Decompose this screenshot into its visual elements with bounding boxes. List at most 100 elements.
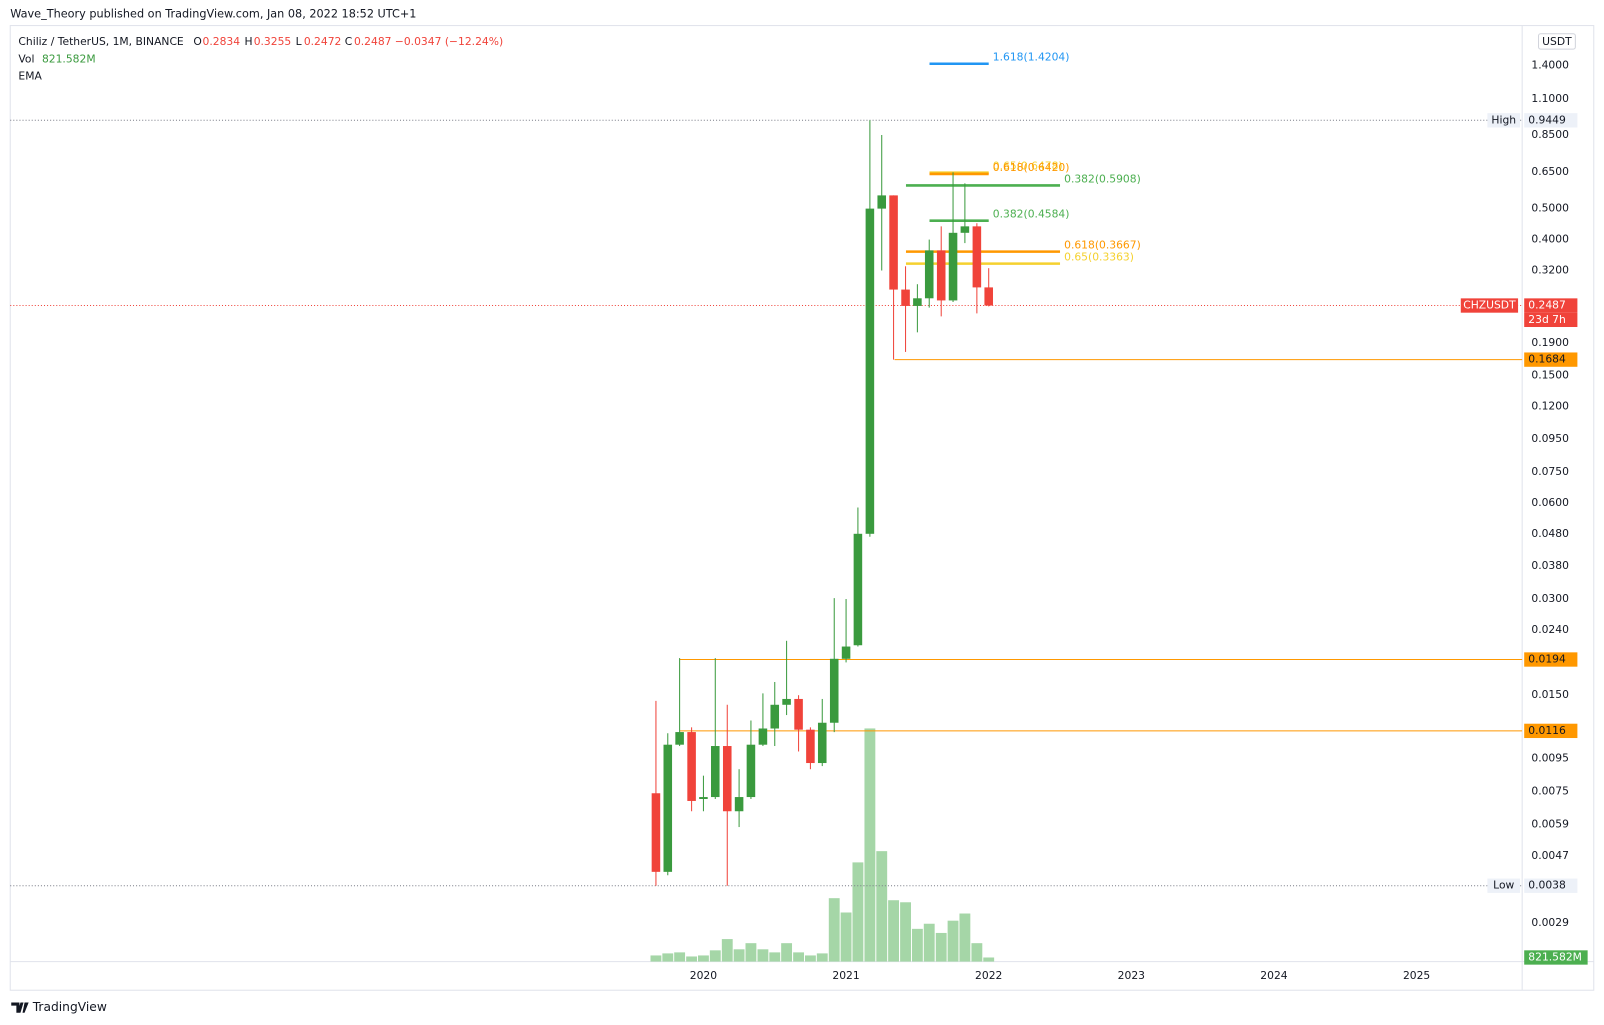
volume-bar (686, 956, 698, 962)
ohlc-value: 0.2472 (304, 35, 342, 48)
y-tick-label: 0.0300 (1531, 592, 1569, 605)
candle-body (794, 698, 803, 730)
volume-bar (840, 912, 852, 962)
x-tick-label: 2023 (1118, 969, 1145, 982)
fib-label: 0.618(0.6420) (993, 161, 1070, 174)
fib-label: 0.382(0.5908) (1064, 172, 1141, 185)
candle-body (936, 250, 946, 301)
volume-bar (721, 939, 733, 962)
volume-bar (864, 728, 876, 962)
countdown-box (1524, 312, 1578, 328)
level-value: 0.1684 (1528, 353, 1566, 366)
marker-name: High (1491, 113, 1516, 126)
countdown: 23d 7h (1528, 313, 1566, 326)
volume-axis-label-box (1524, 950, 1588, 965)
footer-logo (11, 1002, 29, 1013)
candle-body (687, 732, 696, 801)
volume-bar (900, 902, 911, 962)
y-tick-label: 0.0059 (1531, 818, 1569, 831)
volume-bar (816, 953, 828, 962)
volume-bar (733, 949, 745, 962)
y-tick-label: 0.0380 (1531, 559, 1569, 572)
volume-bar (935, 932, 947, 962)
y-tick-label: 1.1000 (1531, 92, 1569, 105)
candle-body (984, 287, 993, 306)
volume-bar (674, 952, 686, 962)
candle-body (651, 793, 661, 872)
level-value-box (1524, 652, 1578, 667)
marker-value: 0.0038 (1528, 879, 1566, 892)
y-tick-label: 0.0240 (1531, 623, 1569, 636)
volume-bar (923, 923, 935, 962)
y-tick-label: 0.3200 (1531, 264, 1569, 277)
candle-body (877, 195, 887, 209)
y-tick-label: 0.1900 (1531, 336, 1569, 349)
fib-label: 0.65(0.3363) (1064, 251, 1134, 264)
candle-body (746, 744, 756, 798)
chart-frame (9, 25, 1595, 991)
y-tick-label: 0.0075 (1531, 784, 1569, 797)
volume-bar (781, 943, 793, 962)
volume-value: 821.582M (42, 52, 96, 65)
y-tick-label: 0.0029 (1531, 916, 1569, 929)
level-value-box (1524, 723, 1578, 739)
volume-bar (971, 943, 983, 962)
candle-body (699, 797, 708, 799)
volume-bar (983, 957, 995, 962)
candle-body (722, 746, 732, 812)
volume-bar (793, 952, 805, 962)
volume-bar (852, 862, 864, 962)
y-tick-label: 0.0480 (1531, 527, 1569, 540)
publisher: Wave_Theory published on TradingView.com… (10, 7, 416, 20)
candle-body (710, 746, 720, 798)
candle-body (972, 226, 982, 288)
candle-body (913, 298, 922, 306)
volume-bar (959, 913, 971, 962)
y-tick-label: 0.6500 (1531, 165, 1569, 178)
candle-body (960, 226, 970, 233)
ohlc-letter: H (244, 35, 252, 48)
price-value-box (1524, 298, 1578, 313)
marker-value: 0.9449 (1528, 113, 1566, 126)
change: −0.0347 (−12.24%) (395, 35, 503, 48)
y-tick-label: 0.8500 (1531, 128, 1569, 141)
y-tick-label: 0.0150 (1531, 688, 1569, 701)
marker-name-box (1487, 113, 1521, 128)
volume-bar (745, 943, 757, 962)
y-tick-label: 1.4000 (1531, 59, 1569, 72)
level-value: 0.0116 (1528, 724, 1566, 737)
y-tick-label: 0.0047 (1531, 849, 1569, 862)
footer-brand: TradingView (32, 1000, 107, 1014)
volume-bar (698, 955, 709, 962)
ohlc-letter: L (296, 35, 302, 48)
volume-bar (888, 900, 900, 962)
ohlc-letter: O (193, 35, 201, 48)
candle-body (841, 646, 851, 659)
ohlc-value: 0.3255 (254, 35, 292, 48)
indicator-label: EMA (18, 70, 42, 83)
candle-body (734, 797, 744, 812)
candle-body (948, 232, 958, 301)
candle-body (806, 729, 815, 764)
marker-value-box (1524, 113, 1578, 128)
candle-body (782, 698, 791, 705)
y-tick-label: 0.0750 (1531, 465, 1569, 478)
volume-bar (947, 920, 959, 962)
candle-body (853, 533, 863, 646)
ticker-box (1460, 298, 1519, 313)
indicator-label: Vol (18, 52, 34, 65)
candle-body (770, 704, 780, 729)
fib-label: 0.618(0.3667) (1064, 239, 1141, 252)
y-tick-label: 0.1200 (1531, 400, 1569, 413)
x-tick-label: 2020 (690, 969, 717, 982)
volume-bar (650, 955, 662, 962)
candle-body (817, 722, 827, 764)
candle-body (901, 289, 910, 306)
fib-label: 0.65(0.6478) (993, 160, 1063, 173)
volume-bar (911, 928, 923, 962)
x-tick-label: 2025 (1403, 969, 1430, 982)
volume-bar (804, 955, 816, 962)
candle-body (829, 658, 839, 723)
ohlc-letter: C (345, 35, 352, 48)
